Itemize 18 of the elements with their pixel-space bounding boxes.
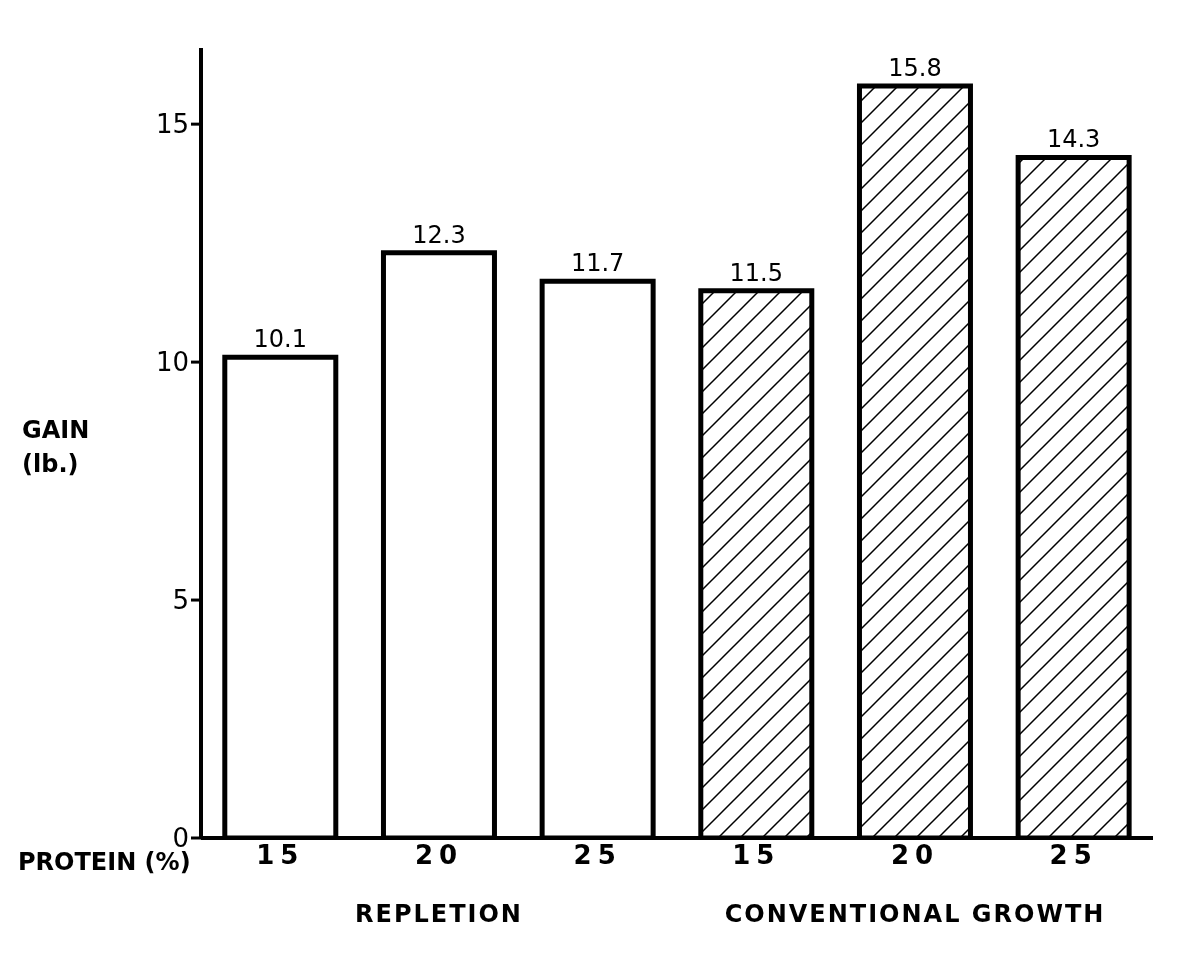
x-tick-label: 25 — [1049, 840, 1098, 871]
y-axis-title: GAIN (lb.) — [22, 415, 90, 480]
text: CONVENTIONAL GROWTH — [723, 900, 1107, 928]
data-label: 10.1 — [253, 325, 308, 354]
x-tick-label: 15 — [732, 840, 781, 871]
y-tick-label: 10 — [155, 347, 189, 378]
x-tick-label: 20 — [414, 840, 464, 871]
y-tick-label: 15 — [155, 109, 189, 140]
y-tick-label: 5 — [172, 585, 189, 616]
data-label: 15.8 — [888, 54, 942, 83]
x-tick-label: 20 — [890, 840, 940, 871]
data-label: 12.3 — [412, 220, 466, 249]
text: REPLETION — [354, 900, 524, 928]
x-tick-label: 25 — [573, 840, 622, 871]
x-tick-label: 15 — [256, 840, 305, 871]
data-label: 14.3 — [1046, 125, 1101, 154]
data-label: 11.7 — [570, 249, 625, 278]
data-label: 11.5 — [729, 258, 784, 287]
